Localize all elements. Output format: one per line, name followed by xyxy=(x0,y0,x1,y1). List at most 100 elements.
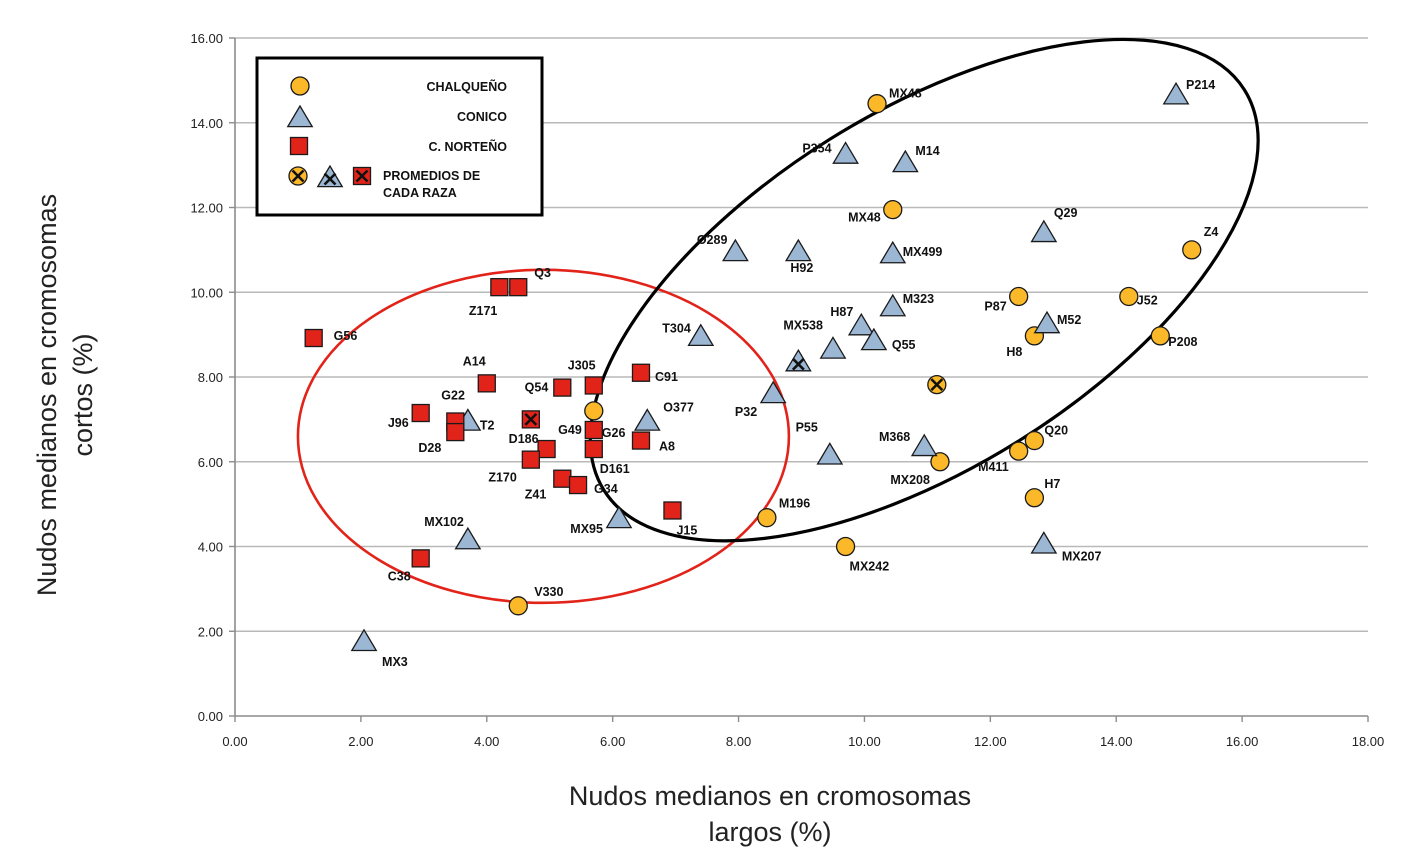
point-label: G49 xyxy=(558,423,582,437)
conico-point xyxy=(847,312,875,336)
legend-label: CONICO xyxy=(457,110,507,124)
point-label: MX48 xyxy=(848,211,881,225)
y-axis-title: Nudos medianos en cromosomas cortos (%) xyxy=(29,170,101,620)
norteno-point xyxy=(477,374,496,393)
y-axis-title-line-1: Nudos medianos en cromosomas xyxy=(32,193,62,597)
legend-label: CADA RAZA xyxy=(383,186,457,200)
point-label: C38 xyxy=(388,569,411,583)
legend-label: C. NORTEÑO xyxy=(429,139,508,154)
legend-label: PROMEDIOS DE xyxy=(383,169,480,183)
chalqueno-point xyxy=(1119,286,1139,307)
point-label: P32 xyxy=(735,405,757,419)
x-tick-label: 16.00 xyxy=(1226,734,1259,749)
chalqueno-point xyxy=(1150,326,1170,346)
point-label: P55 xyxy=(796,420,818,434)
point-label: Q3 xyxy=(534,266,551,280)
point-label: Z4 xyxy=(1204,225,1219,239)
conico-point xyxy=(687,323,715,347)
y-tick-label: 0.00 xyxy=(198,709,223,724)
point-label: D28 xyxy=(418,441,441,455)
chalqueno-point xyxy=(1182,240,1202,260)
point-label: M14 xyxy=(915,144,939,158)
y-tick-label: 8.00 xyxy=(198,370,223,385)
chalqueno-point xyxy=(1009,441,1029,461)
axes: 0.00 2.00 4.00 6.00 8.00 10.00 12.00 14.00 16.00… xyxy=(190,31,1384,749)
x-tick-label: 0.00 xyxy=(222,734,247,749)
point-label: T304 xyxy=(662,322,691,336)
point-label: M411 xyxy=(978,460,1009,474)
y-tick-label: 6.00 xyxy=(198,455,223,470)
y-tick-label: 10.00 xyxy=(190,285,223,300)
norteno-point xyxy=(490,278,509,297)
point-label: Z170 xyxy=(488,471,517,485)
norteno-point xyxy=(584,420,603,440)
point-label: MX3 xyxy=(382,655,408,669)
point-label: Q54 xyxy=(525,381,549,395)
point-label: O377 xyxy=(663,400,694,414)
point-label: O289 xyxy=(697,233,728,247)
x-tick-label: 18.00 xyxy=(1352,734,1385,749)
point-label: P354 xyxy=(802,142,831,156)
point-label: Q55 xyxy=(892,338,916,352)
point-label: M368 xyxy=(879,430,910,444)
x-axis-title: Nudos medianos en cromosomas largos (%) xyxy=(520,778,1020,850)
norteno-point xyxy=(446,422,465,442)
x-axis-title-line-1: Nudos medianos en cromosomas xyxy=(568,781,972,811)
conico-point xyxy=(1030,531,1058,554)
legend-triangle-marker xyxy=(286,104,314,128)
norteno-point xyxy=(304,328,323,348)
point-label: G26 xyxy=(602,426,626,440)
legend-mean-x-icon xyxy=(323,172,337,186)
point-label: P208 xyxy=(1168,335,1197,349)
chalqueno-point xyxy=(867,94,887,114)
norteno-point xyxy=(631,431,651,450)
point-label: M196 xyxy=(779,497,810,511)
point-label: H87 xyxy=(830,305,853,319)
mean-x-stroke xyxy=(930,378,944,392)
norteno-point xyxy=(411,549,430,568)
x-axis-title-line-2: largos (%) xyxy=(708,817,832,847)
point-label: MX48 xyxy=(889,87,922,101)
norteno-point xyxy=(411,403,430,423)
x-tick-label: 4.00 xyxy=(474,734,499,749)
conico-point xyxy=(879,240,907,264)
legend-mean-x-icon xyxy=(291,169,305,183)
norteno-point xyxy=(584,376,603,395)
point-label: P214 xyxy=(1186,78,1215,92)
norteno-point xyxy=(521,450,540,469)
conico-point xyxy=(633,408,661,431)
legend-label: CHALQUEÑO xyxy=(426,79,507,94)
y-axis-title-line-2: cortos (%) xyxy=(68,333,98,457)
legend-mean-triangle-marker xyxy=(316,164,344,188)
point-label: M52 xyxy=(1057,313,1081,327)
y-axis-title-wrap: Nudos medianos en cromosomas cortos (%) xyxy=(20,170,110,620)
point-label: H7 xyxy=(1044,477,1060,491)
chalqueno-point xyxy=(883,199,903,220)
chalqueno-point xyxy=(1024,488,1045,508)
data-points xyxy=(304,81,1202,652)
point-label: H92 xyxy=(790,261,813,275)
point-label: J305 xyxy=(568,358,596,372)
norteno-point xyxy=(584,439,603,459)
norteno-point xyxy=(553,378,572,397)
point-label: J52 xyxy=(1137,293,1158,307)
point-label: C91 xyxy=(655,370,678,384)
norteno-point xyxy=(537,439,556,459)
mean-x-stroke xyxy=(291,169,305,183)
x-tick-label: 14.00 xyxy=(1100,734,1133,749)
chalqueno-point xyxy=(1024,430,1045,451)
conico-point xyxy=(605,505,633,529)
conico-point xyxy=(879,293,907,317)
point-label: MX95 xyxy=(570,522,603,536)
mean-x-icon xyxy=(930,378,944,392)
point-label: A8 xyxy=(659,440,675,454)
point-label: G56 xyxy=(334,329,358,343)
mean-triangle-marker xyxy=(784,348,812,372)
chalqueno-point xyxy=(835,536,856,557)
point-label: G34 xyxy=(594,482,618,496)
norteno-point xyxy=(663,501,682,520)
chalqueno-point xyxy=(1009,286,1029,307)
conico-point xyxy=(1162,81,1190,105)
x-tick-label: 10.00 xyxy=(848,734,881,749)
point-label: G22 xyxy=(441,388,465,402)
